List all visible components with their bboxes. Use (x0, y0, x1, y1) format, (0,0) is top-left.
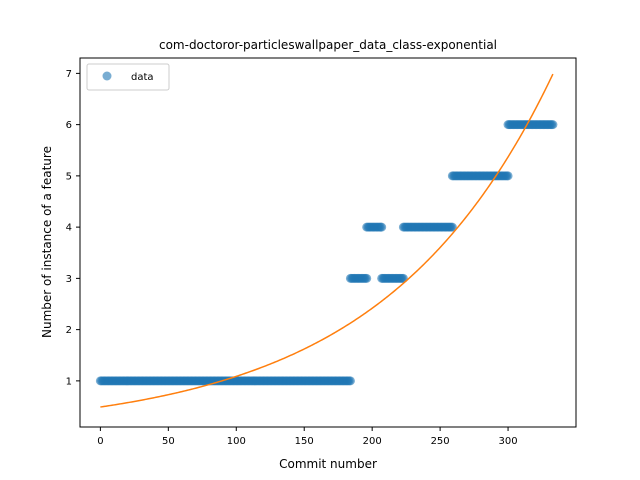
plot-content (95, 73, 558, 408)
x-tick-label: 150 (295, 436, 314, 447)
y-tick-label: 4 (66, 223, 72, 234)
x-axis-title: Commit number (279, 457, 377, 471)
axis-ticks: 0 50 100 150 200 250 300 1 2 3 4 5 6 7 (66, 69, 518, 447)
y-tick-label: 1 (66, 376, 72, 387)
legend-marker-data (102, 71, 112, 81)
x-tick-label: 100 (227, 436, 246, 447)
y-tick-label: 3 (66, 274, 72, 285)
data-point (362, 273, 372, 283)
data-point (398, 273, 408, 283)
y-tick-label: 7 (66, 69, 72, 80)
y-tick-label: 2 (66, 325, 72, 336)
legend-box (86, 63, 170, 91)
x-tick-label: 200 (363, 436, 382, 447)
x-tick-label: 250 (431, 436, 450, 447)
x-tick-label: 50 (162, 436, 175, 447)
legend: data (86, 63, 170, 91)
y-tick-label: 6 (66, 120, 72, 131)
exponential-fit-line (100, 73, 554, 408)
x-tick-label: 0 (97, 436, 103, 447)
data-point (503, 171, 513, 181)
chart-title: com-doctoror-particleswallpaper_data_cla… (159, 38, 497, 52)
data-point (447, 222, 457, 232)
y-axis-title: Number of instance of a feature (40, 146, 54, 338)
x-tick-label: 300 (499, 436, 518, 447)
axes-frame (79, 57, 577, 428)
legend-label-data: data (131, 72, 154, 83)
data-point (345, 376, 355, 386)
data-point (377, 222, 387, 232)
y-tick-label: 5 (66, 171, 72, 182)
data-point (548, 120, 558, 130)
